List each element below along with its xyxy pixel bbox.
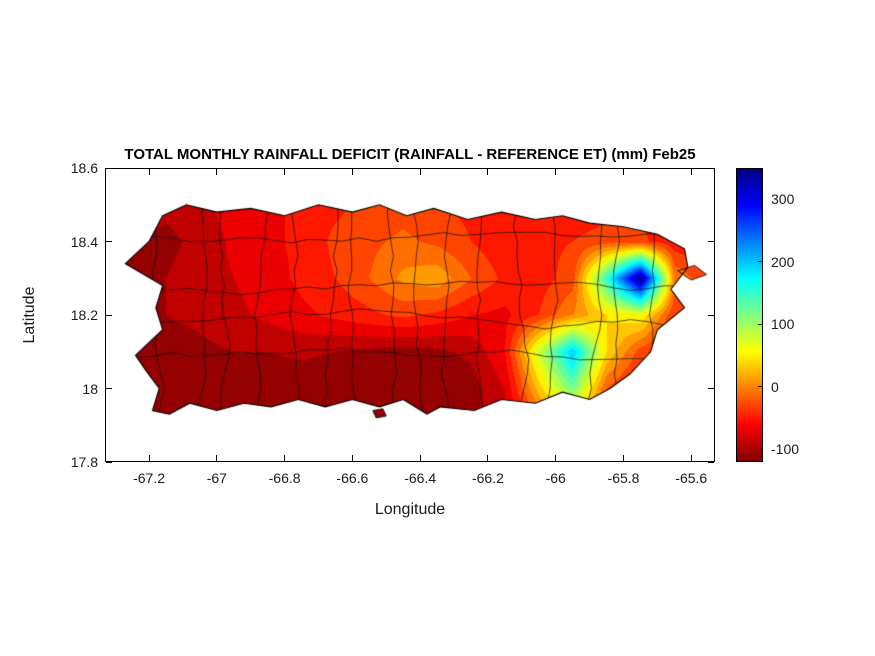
- colorbar-tick-label: 0: [771, 378, 779, 395]
- x-tick-label: -65.6: [675, 470, 708, 486]
- x-tick-label: -65.8: [607, 470, 640, 486]
- contour-map-canvas: [105, 168, 715, 462]
- colorbar-gradient: [736, 168, 763, 462]
- colorbar-tick-label: 100: [771, 316, 795, 333]
- x-tick-label: -66.2: [471, 470, 504, 486]
- y-tick-label: 18.6: [70, 160, 98, 176]
- x-tick-label: -66.6: [336, 470, 369, 486]
- y-tick-label: 18.4: [70, 233, 98, 250]
- y-tick-label: 18.2: [70, 307, 98, 323]
- x-tick-label: -67.2: [133, 470, 166, 486]
- y-tick-label: 18: [82, 380, 98, 397]
- x-tick-label: -67: [206, 470, 227, 486]
- colorbar-tick-label: 200: [771, 253, 795, 270]
- x-axis-label: Longitude: [374, 501, 446, 518]
- x-tick-label: -66.8: [268, 470, 301, 486]
- x-tick-label: -66.4: [404, 470, 437, 486]
- x-tick-label: -66: [545, 470, 566, 486]
- chart-title: TOTAL MONTHLY RAINFALL DEFICIT (RAINFALL…: [124, 146, 696, 163]
- colorbar-tick-label: -100: [771, 441, 800, 458]
- y-axis-label: Latitude: [21, 286, 38, 344]
- colorbar-tick-label: 300: [771, 191, 795, 208]
- y-tick-label: 17.8: [70, 454, 98, 470]
